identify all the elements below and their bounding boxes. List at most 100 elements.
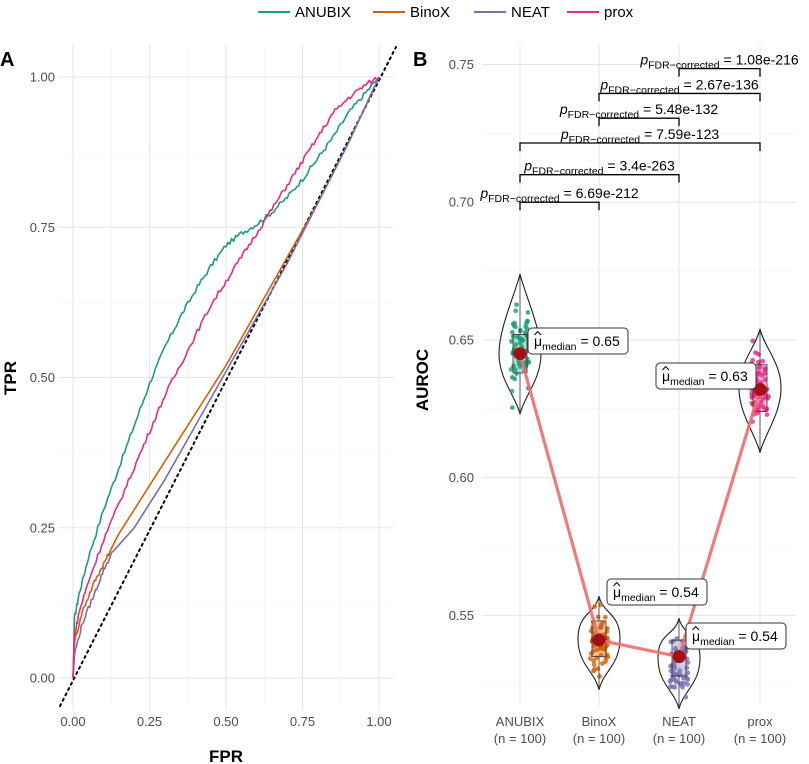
- violin-point: [598, 602, 604, 608]
- violin-point: [685, 682, 690, 687]
- violin-point: [517, 364, 523, 369]
- roc-panel: 0.00 0.25 0.50 0.75 1.00 0.00 0.25 0.50 0.75 1.00…: [1, 45, 397, 764]
- violin-y-tick-label: 0.55: [449, 608, 474, 623]
- violin-point: [518, 328, 523, 334]
- violin-point: [511, 363, 516, 369]
- roc-y-axis-title: TPR: [1, 361, 20, 395]
- median-connector-line: [518, 353, 762, 659]
- violin-point: [758, 399, 764, 405]
- violin-outline-binox: [577, 595, 621, 690]
- roc-x-tick-label: 0.00: [60, 714, 85, 729]
- panel-b-label: B: [413, 49, 427, 71]
- violin-point: [762, 367, 768, 373]
- comparison-p-value: pFDR−corrected = 1.08e-216: [639, 52, 799, 72]
- legend-item-prox: prox: [567, 4, 634, 21]
- roc-reference-diagonal: [59, 46, 397, 707]
- violin-y-tick-label: 0.65: [449, 332, 474, 347]
- roc-curve-prox: [72, 76, 380, 679]
- roc-y-tick-label: 0.50: [30, 370, 55, 385]
- legend-label-neat: NEAT: [511, 4, 550, 21]
- violin-point: [600, 620, 605, 626]
- violin-point: [597, 673, 603, 679]
- median-point-anubix: [513, 347, 527, 361]
- median-label-text: μmedian = 0.63: [662, 368, 748, 388]
- median-label-neat: μmedian = 0.54: [685, 622, 787, 650]
- violin-point: [587, 656, 593, 661]
- comparison-bracket-line: [519, 142, 761, 151]
- violin-point: [677, 668, 683, 674]
- violin-point: [672, 684, 678, 690]
- median-label-anubix: μmedian = 0.65: [527, 327, 629, 355]
- violin-y-tick-label: 0.60: [449, 470, 474, 485]
- violin-point: [674, 671, 679, 677]
- violin-point: [750, 338, 756, 344]
- violin-point: [762, 370, 768, 376]
- violin-point: [512, 367, 518, 372]
- violin-point: [685, 660, 691, 665]
- comparison-bracket-anubix-neat: pFDR−corrected = 3.4e-263: [519, 158, 680, 183]
- legend-item-anubix: ANUBIX: [258, 4, 351, 21]
- median-hat: [662, 365, 670, 371]
- roc-y-tick-label: 1.00: [30, 70, 55, 85]
- roc-x-tick-label: 0.25: [137, 714, 162, 729]
- violin-point: [760, 396, 766, 401]
- comparison-bracket-line: [519, 174, 680, 183]
- roc-y-tick-label: 0.00: [30, 671, 55, 686]
- comparison-bracket-binox-neat: pFDR−corrected = 5.48e-132: [559, 101, 718, 127]
- panel-a-label: A: [0, 49, 14, 71]
- comparison-bracket-anubix-binox: pFDR−corrected = 6.69e-212: [479, 185, 639, 211]
- auroc-violin-panel: 0.55 0.60 0.65 0.70 0.75 AUROC ANUBIX (n = 100)…: [413, 45, 799, 746]
- violin-point: [757, 403, 762, 409]
- violin-point: [674, 636, 680, 641]
- roc-x-tick-label: 1.00: [366, 714, 391, 729]
- median-label-text: μmedian = 0.65: [534, 333, 620, 353]
- median-label-box: [606, 578, 708, 606]
- comparison-bracket-line: [598, 117, 680, 127]
- violin-point: [508, 367, 514, 372]
- violin-point: [679, 680, 684, 686]
- comparison-p-value: pFDR−corrected = 7.59e-123: [560, 126, 720, 146]
- violin-point: [672, 665, 678, 671]
- median-point-binox: [592, 633, 606, 647]
- violin-point: [680, 684, 685, 690]
- violin-point: [512, 320, 517, 326]
- comparison-bracket-line: [678, 67, 761, 77]
- violin-point: [509, 374, 515, 380]
- violin-y-axis-title: AUROC: [413, 349, 432, 411]
- roc-y-tick-label: 0.75: [30, 220, 55, 235]
- violin-point: [592, 604, 597, 610]
- violin-point: [591, 662, 597, 668]
- violin-x-tick-label: BinoX: [582, 714, 617, 729]
- violin-point: [510, 329, 515, 335]
- legend: ANUBIX BinoX NEAT prox: [258, 4, 634, 21]
- violin-x-tick-label: ANUBIX: [496, 714, 545, 729]
- violin-x-tick-n-label: (n = 100): [494, 731, 546, 746]
- legend-label-binox: BinoX: [410, 4, 450, 21]
- violin-point: [598, 652, 604, 658]
- violin-point: [591, 668, 596, 674]
- legend-item-binox: BinoX: [373, 4, 450, 21]
- legend-label-prox: prox: [604, 4, 634, 21]
- comparison-bracket-neat-prox: pFDR−corrected = 1.08e-216: [639, 52, 799, 77]
- median-label-box: [527, 327, 629, 355]
- median-hat: [613, 581, 621, 587]
- violin-point: [514, 371, 519, 376]
- violin-point: [765, 396, 770, 401]
- violin-point: [750, 357, 756, 363]
- comparison-p-value: pFDR−corrected = 3.4e-263: [523, 158, 675, 178]
- legend-label-anubix: ANUBIX: [295, 4, 351, 21]
- comparison-p-value: pFDR−corrected = 6.69e-212: [479, 185, 639, 205]
- violin-point: [513, 342, 519, 348]
- violin-point: [685, 670, 691, 676]
- violin-point: [599, 661, 605, 666]
- comparison-bracket-line: [519, 201, 600, 211]
- violin-point: [588, 628, 594, 634]
- violin-y-tick-label: 0.70: [449, 195, 474, 210]
- violin-point: [598, 624, 604, 630]
- violin-point: [668, 684, 673, 690]
- violin-x-tick-n-label: (n = 100): [653, 731, 705, 746]
- violin-point: [603, 614, 608, 620]
- violin-point: [670, 677, 676, 682]
- violin-point: [518, 337, 523, 343]
